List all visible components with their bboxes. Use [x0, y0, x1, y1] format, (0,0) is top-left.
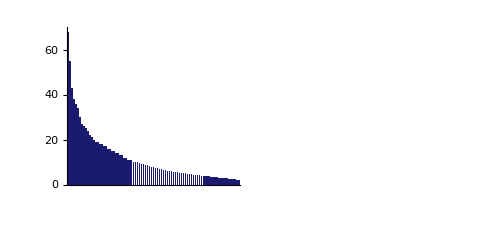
Bar — [222, 178, 224, 184]
Bar — [216, 177, 218, 184]
Bar — [133, 162, 134, 184]
Bar — [141, 164, 143, 184]
Bar — [111, 151, 113, 184]
Bar — [185, 173, 186, 184]
Bar — [68, 32, 69, 184]
Bar — [179, 173, 180, 184]
Bar — [183, 173, 184, 184]
Bar — [175, 172, 176, 184]
Bar — [91, 137, 93, 184]
Bar — [143, 164, 144, 184]
Bar — [107, 148, 108, 184]
Bar — [79, 117, 81, 184]
Bar — [163, 170, 164, 184]
Bar — [165, 170, 166, 184]
Bar — [169, 171, 170, 184]
Bar — [206, 176, 208, 184]
Bar — [236, 180, 238, 184]
Bar — [87, 130, 89, 184]
Bar — [203, 176, 204, 184]
Bar — [171, 171, 172, 184]
Bar — [109, 148, 111, 184]
Bar — [189, 174, 190, 184]
Bar — [155, 168, 156, 184]
Bar — [157, 168, 158, 184]
Bar — [89, 135, 91, 184]
Bar — [73, 99, 75, 184]
Bar — [72, 88, 73, 184]
Bar — [213, 177, 214, 184]
Bar — [180, 173, 182, 184]
Bar — [153, 167, 155, 184]
Bar — [210, 177, 212, 184]
Bar — [93, 140, 95, 184]
Bar — [95, 142, 97, 184]
Bar — [127, 160, 129, 184]
Bar — [115, 153, 117, 184]
Bar — [238, 180, 240, 184]
Bar — [224, 178, 226, 184]
Bar — [149, 166, 150, 184]
Bar — [147, 165, 148, 184]
Bar — [85, 128, 87, 184]
Bar — [151, 166, 152, 184]
Bar — [145, 165, 146, 184]
Bar — [99, 144, 101, 184]
Bar — [117, 153, 119, 184]
Bar — [167, 171, 168, 184]
Bar — [199, 175, 200, 184]
Bar — [159, 169, 160, 184]
Bar — [220, 178, 222, 184]
Bar — [135, 162, 136, 184]
Bar — [129, 160, 131, 184]
Bar — [234, 179, 236, 184]
Bar — [137, 162, 138, 184]
Bar — [192, 175, 194, 184]
Bar — [173, 172, 174, 184]
Bar — [187, 174, 188, 184]
Bar — [84, 126, 85, 184]
Bar — [161, 169, 162, 184]
Bar — [201, 176, 202, 184]
Bar — [230, 179, 232, 184]
Bar — [121, 155, 122, 184]
Bar — [103, 146, 105, 184]
Bar — [119, 155, 120, 184]
Bar — [196, 175, 198, 184]
Bar — [131, 160, 132, 184]
Bar — [81, 124, 83, 184]
Bar — [70, 61, 71, 184]
Bar — [232, 179, 234, 184]
Bar — [101, 144, 103, 184]
Bar — [204, 176, 206, 184]
Bar — [194, 175, 196, 184]
Bar — [215, 177, 216, 184]
Bar — [113, 151, 115, 184]
Bar — [228, 179, 230, 184]
Bar — [97, 142, 99, 184]
Bar — [77, 108, 79, 184]
Bar — [123, 158, 124, 184]
Bar — [208, 176, 210, 184]
Bar — [191, 174, 192, 184]
Bar — [139, 163, 141, 184]
Bar — [177, 172, 178, 184]
Bar — [125, 158, 127, 184]
Bar — [105, 146, 107, 184]
Bar — [218, 178, 220, 184]
Bar — [75, 104, 77, 184]
Bar — [227, 178, 228, 184]
